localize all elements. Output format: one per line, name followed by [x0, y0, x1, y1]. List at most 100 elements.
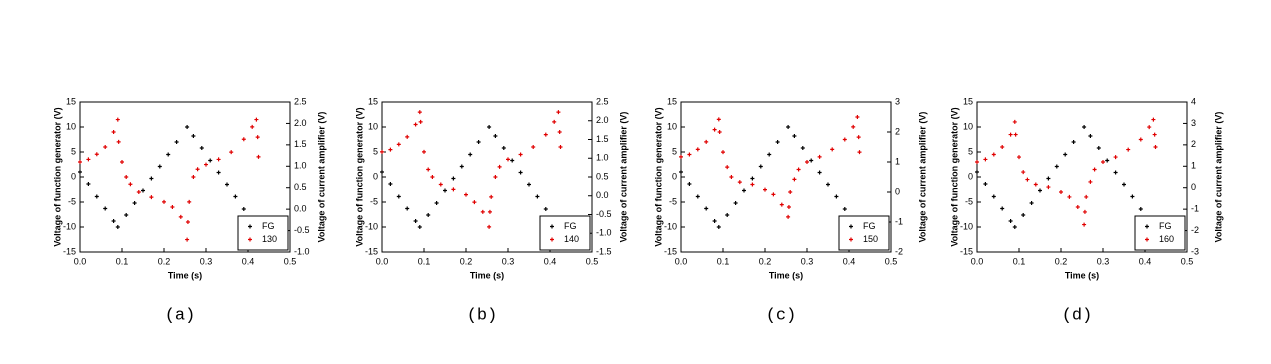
data-point — [506, 157, 510, 162]
x-tick-label: 0.3 — [1097, 256, 1110, 266]
x-tick-label: 0.4 — [1139, 256, 1152, 266]
y-axis-label: Voltage of function generator (V) — [949, 107, 959, 246]
data-point — [149, 195, 154, 200]
y-tick-label: 10 — [66, 121, 76, 131]
data-point — [120, 160, 124, 164]
data-point — [451, 187, 456, 192]
legend-box — [1134, 215, 1186, 251]
caption: (a) — [165, 306, 196, 325]
data-point — [796, 167, 801, 172]
data-point — [141, 188, 145, 193]
data-point — [712, 219, 717, 223]
y2-tick-label: 2.5 — [294, 96, 307, 106]
panel: 0.0 0.1 0.2 0.3 0.4 0.5-15-10-5051015-3-2-101… — [949, 96, 1223, 325]
y2-tick-label: 2.0 — [596, 115, 609, 125]
data-point — [1012, 225, 1017, 229]
data-point — [527, 182, 531, 187]
y-axis-label: Voltage of function generator (V) — [653, 107, 663, 246]
y2-tick-label: 0.0 — [596, 190, 609, 200]
data-point — [1082, 125, 1087, 129]
y2-tick-label: 1.0 — [596, 153, 609, 163]
data-point — [225, 182, 229, 187]
data-point — [204, 162, 208, 167]
x-tick-label: 0.2 — [759, 256, 772, 266]
data-point — [422, 149, 426, 154]
y-tick-label: 15 — [368, 96, 378, 106]
y2-tick-label: 1.5 — [294, 139, 307, 149]
x-tick-label: 0.3 — [200, 256, 213, 266]
data-point — [78, 170, 82, 174]
data-point — [255, 135, 260, 140]
data-point — [1147, 125, 1152, 130]
data-point — [185, 237, 190, 242]
legend-label: 140 — [564, 234, 579, 244]
data-point — [464, 192, 468, 197]
x-tick-label: 0.4 — [843, 256, 856, 266]
y-axis-label: Voltage of function generator (V) — [52, 107, 62, 246]
x-axis-label: Time (s) — [470, 270, 504, 280]
data-point — [116, 139, 121, 144]
data-point — [405, 206, 410, 211]
data-point — [834, 194, 839, 199]
data-point — [842, 207, 847, 211]
caption: (b) — [467, 306, 498, 325]
x-tick-label: 0.2 — [158, 256, 171, 266]
data-point — [557, 130, 562, 134]
legend-label: 160 — [1159, 234, 1174, 244]
data-point — [975, 170, 979, 174]
legend-label: FG — [1159, 221, 1172, 231]
data-point — [115, 117, 120, 122]
y-tick-label: 5 — [373, 146, 378, 156]
data-point — [451, 176, 456, 181]
data-point — [430, 175, 435, 179]
data-point — [1113, 170, 1118, 175]
data-point — [86, 157, 91, 162]
x-tick-label: 0.3 — [801, 256, 814, 266]
y2-tick-label: -3 — [1191, 246, 1199, 256]
legend-marker — [1145, 224, 1149, 229]
y-tick-label: 15 — [66, 96, 76, 106]
data-point — [535, 194, 540, 199]
y-tick-label: -10 — [365, 221, 378, 231]
data-point — [78, 160, 82, 164]
data-point — [426, 167, 431, 172]
legend-marker — [1145, 237, 1149, 242]
y-tick-label: 5 — [672, 146, 677, 156]
legend-label: FG — [863, 221, 876, 231]
data-point — [543, 132, 548, 137]
data-point — [233, 194, 238, 199]
data-point — [679, 154, 683, 159]
y2-axis-label: Voltage of current amplifier (V) — [917, 112, 927, 243]
x-tick-label: 0.0 — [675, 256, 688, 266]
y-tick-label: 5 — [71, 146, 76, 156]
caption: (c) — [766, 306, 797, 325]
y2-tick-label: 0 — [895, 186, 900, 196]
data-point — [687, 182, 692, 186]
data-point — [721, 150, 725, 155]
data-point — [851, 124, 856, 129]
data-point — [1046, 185, 1051, 190]
data-point — [786, 205, 791, 209]
data-point — [162, 199, 166, 204]
data-point — [800, 146, 805, 150]
data-point — [1151, 117, 1156, 122]
data-point — [779, 202, 784, 207]
data-point — [103, 206, 108, 211]
data-point — [767, 152, 772, 157]
legend-label: FG — [564, 221, 577, 231]
y2-tick-label: 3 — [895, 96, 900, 106]
x-tick-label: 0.0 — [376, 256, 389, 266]
data-point — [1130, 194, 1135, 199]
x-tick-label: 0.0 — [74, 256, 87, 266]
legend-marker — [849, 224, 853, 229]
legend-label: 130 — [262, 234, 277, 244]
y2-tick-label: 1.5 — [596, 134, 609, 144]
data-point — [1000, 145, 1005, 149]
data-point — [830, 147, 835, 152]
data-point — [1008, 132, 1013, 137]
data-point — [241, 207, 246, 211]
y2-tick-label: 0.5 — [294, 182, 307, 192]
data-point — [750, 176, 755, 181]
data-point — [717, 130, 722, 134]
data-point — [493, 134, 498, 138]
